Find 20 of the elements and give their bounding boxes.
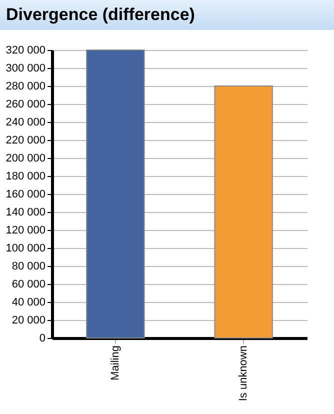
y-tick-label: 140 000: [6, 206, 46, 218]
y-tick-label: 100 000: [6, 242, 46, 254]
y-tick-label: 220 000: [6, 134, 46, 146]
y-tick-label: 40 000: [12, 296, 46, 308]
y-tick-label: 300 000: [6, 62, 46, 74]
y-tick-label: 0: [39, 332, 46, 344]
y-tick-label: 80 000: [12, 260, 46, 272]
y-tick-label: 160 000: [6, 188, 46, 200]
y-tick-label: 240 000: [6, 116, 46, 128]
y-tick-label: 60 000: [12, 278, 46, 290]
y-tick-label: 260 000: [6, 98, 46, 110]
y-tick-label: 320 000: [6, 44, 46, 56]
y-tick-label: 20 000: [12, 314, 46, 326]
y-tick-label: 120 000: [6, 224, 46, 236]
x-tick-label: Mailing: [109, 346, 122, 380]
y-tick-label: 180 000: [6, 170, 46, 182]
y-tick-label: 280 000: [6, 80, 46, 92]
y-tick-label: 200 000: [6, 152, 46, 164]
chart-title: Divergence (difference): [0, 0, 334, 30]
x-tick-label: Is unknown: [238, 346, 250, 402]
